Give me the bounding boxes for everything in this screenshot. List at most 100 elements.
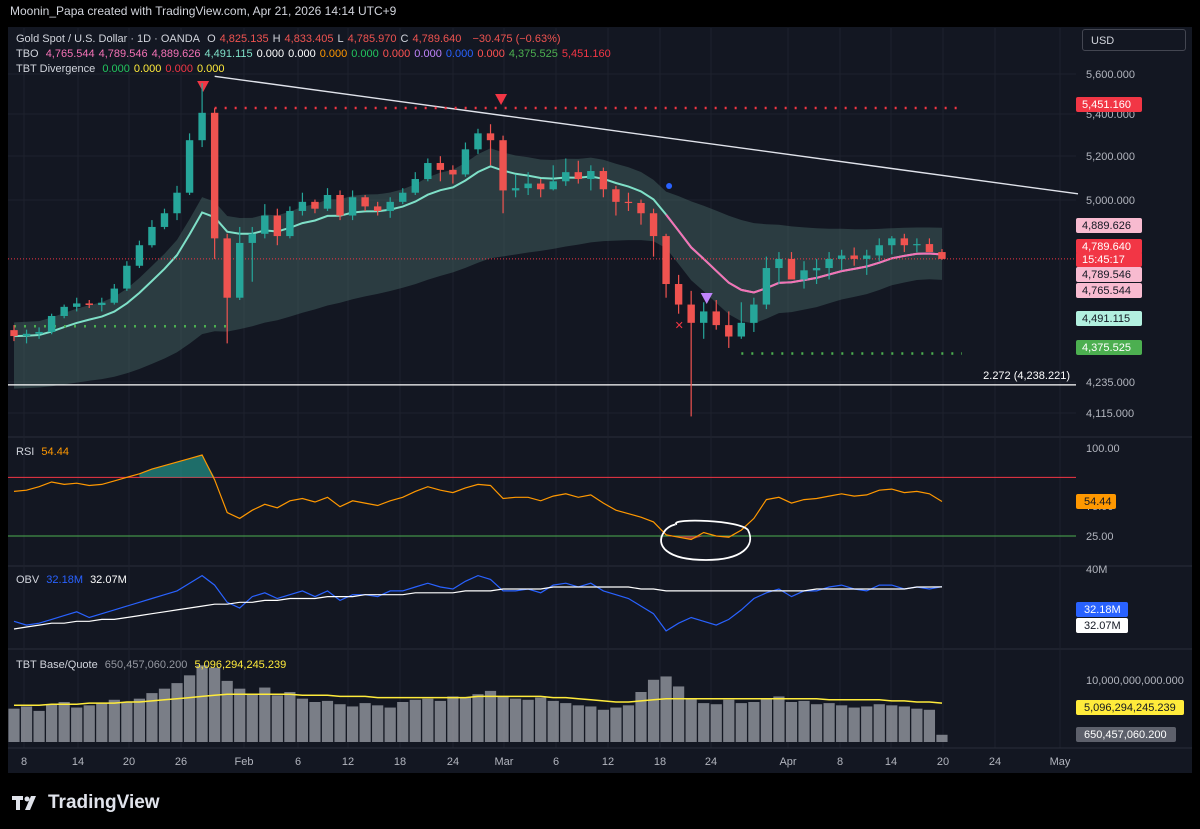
- volume-bar: [121, 702, 133, 742]
- currency-button[interactable]: USD: [1082, 29, 1186, 51]
- time-tick-label: 6: [295, 756, 301, 768]
- trendline: [214, 75, 1079, 195]
- obv-tick-label: 40M: [1086, 564, 1107, 576]
- tradingview-logo-icon: [12, 796, 36, 810]
- candle-body: [474, 133, 482, 150]
- volume-bar: [133, 698, 145, 742]
- price-tick-label: 4,115.000: [1086, 408, 1134, 420]
- volume-bar: [635, 692, 647, 742]
- volume-bar: [698, 703, 710, 742]
- price-tick-label: 5,000.000: [1086, 195, 1135, 207]
- rsi-legend[interactable]: RSI 54.44: [16, 446, 73, 458]
- symbol-legend[interactable]: Gold Spot / U.S. Dollar · 1D · OANDA O 4,…: [16, 33, 565, 45]
- candle-body: [800, 270, 808, 280]
- rsi-value-box: [1076, 494, 1116, 509]
- tbo-values: 4,765.544 4,789.546 4,889.626 4,491.115 0.00…: [46, 48, 615, 60]
- tbo-cloud-area: [14, 148, 942, 389]
- obv-legend[interactable]: OBV 32.18M 32.07M: [16, 574, 131, 586]
- volume-name: TBT Base/Quote: [16, 659, 98, 671]
- volume-bar: [810, 704, 823, 742]
- ohlc-key: L: [337, 33, 344, 45]
- candle-body: [750, 304, 758, 323]
- volume-legend[interactable]: TBT Base/Quote 650,457,060.200 5,096,294…: [16, 659, 290, 671]
- divergence-value: 0.000: [196, 63, 225, 75]
- candle-body: [536, 183, 545, 190]
- time-tick-label: Mar: [495, 756, 514, 768]
- volume-bar: [673, 686, 685, 742]
- candle-body: [486, 133, 495, 141]
- divergence-value: 0.000: [165, 63, 193, 75]
- divergence-value: 0.000: [133, 63, 162, 75]
- divergence-legend[interactable]: TBT Divergence 0.000 0.000 0.000 0.000: [16, 63, 232, 75]
- candle-body: [461, 149, 470, 175]
- volume-bar: [585, 706, 597, 742]
- volume-pane: [8, 665, 948, 742]
- volume-bar: [422, 698, 434, 742]
- volume-value-label: 650,457,060.200: [1084, 729, 1167, 741]
- time-tick-label: 18: [654, 756, 666, 768]
- candle-body: [812, 268, 821, 271]
- obv-name: OBV: [16, 574, 40, 586]
- tbo-value: 5,451.160: [561, 48, 611, 60]
- price-label-box: [1076, 267, 1142, 282]
- candle-body: [160, 213, 169, 227]
- candle-body: [674, 284, 683, 305]
- volume-bar: [384, 707, 396, 742]
- volume-bar: [196, 665, 208, 742]
- volume-bar: [735, 703, 747, 742]
- brand-name: TradingView: [48, 792, 160, 813]
- candle-body: [424, 163, 432, 180]
- time-tick-label: 6: [553, 756, 559, 768]
- volume-bar: [647, 679, 660, 742]
- volume-bar: [296, 698, 309, 742]
- candle-body: [499, 140, 507, 191]
- volume-bar: [547, 700, 559, 742]
- volume-bar: [823, 703, 835, 742]
- ohlc-value: 4,825.135: [219, 33, 269, 45]
- annotation-ellipse: [660, 519, 751, 561]
- tbo-value: 0.000: [414, 48, 442, 60]
- candle-body: [411, 179, 419, 193]
- volume-bar: [848, 707, 860, 742]
- rsi-name: RSI: [16, 446, 35, 458]
- volume-bar: [33, 710, 45, 742]
- volume-bar: [836, 705, 848, 742]
- candle-body: [135, 245, 144, 266]
- tbo-legend[interactable]: TBO 4,765.544 4,789.546 4,889.626 4,491.115…: [16, 48, 619, 60]
- blue-dot-icon: [666, 183, 673, 189]
- volume-bar: [309, 702, 321, 742]
- volume-bar: [108, 699, 120, 742]
- fib-level-label: 2.272 (4,238.221): [983, 370, 1070, 382]
- volume-tick-label: 10,000,000,000.000: [1086, 675, 1184, 687]
- volume-bar: [71, 707, 83, 742]
- price-label-box: [1076, 252, 1142, 267]
- volume-value-box: [1076, 727, 1176, 742]
- time-tick-label: 8: [21, 756, 27, 768]
- obv-ma-line: [13, 586, 943, 630]
- candle-body: [123, 265, 131, 289]
- tbo-value: 0.000: [288, 48, 316, 60]
- candle-body: [837, 255, 846, 259]
- volume-bar: [334, 704, 346, 742]
- volume-bar: [484, 690, 497, 742]
- overlay-lines: 2.272 (4,238.221): [8, 75, 1079, 386]
- price-label-box: [1076, 239, 1142, 254]
- candle-body: [436, 163, 445, 170]
- price-axis: 5,600.0005,400.0005,200.0005,000.0004,23…: [1076, 69, 1184, 742]
- candle-body: [47, 315, 56, 332]
- volume-bar: [46, 704, 58, 742]
- obv-value-label: 32.18M: [1084, 604, 1121, 616]
- candle-body: [762, 268, 771, 305]
- volume-bar: [535, 697, 547, 742]
- volume-bar: [397, 702, 409, 742]
- ohlc-values: O 4,825.135 H 4,833.405 L 4,785.970 C 4,789.640: [207, 33, 465, 45]
- volume-bar: [911, 708, 923, 742]
- candle-body: [637, 202, 645, 214]
- divergence-values: 0.000 0.000 0.000 0.000: [102, 63, 228, 75]
- volume-bar: [660, 676, 672, 742]
- time-tick-label: 12: [342, 756, 354, 768]
- candle-body: [737, 322, 746, 337]
- volume-bar: [171, 683, 183, 742]
